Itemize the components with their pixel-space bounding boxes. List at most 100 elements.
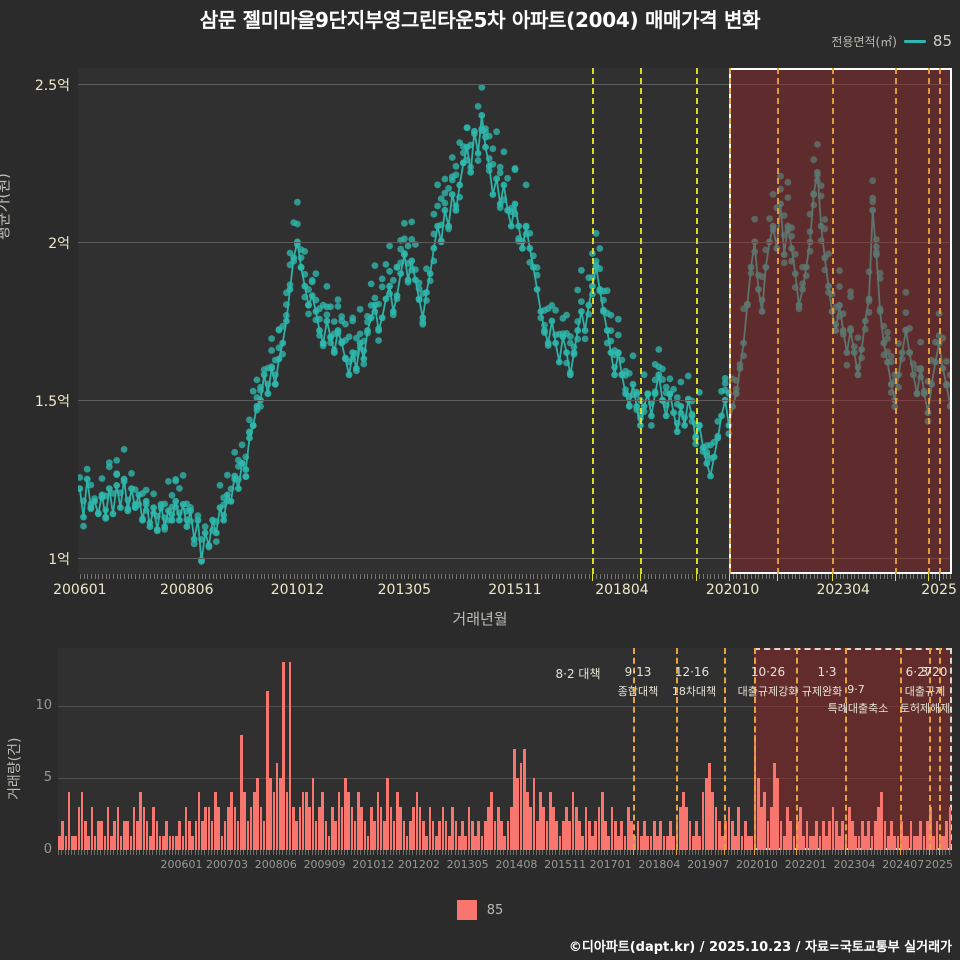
x-tick-mark [463,574,465,579]
x-tick-mark [659,850,661,855]
x-tick-mark [562,574,564,579]
x-tick-mark [212,574,214,579]
volume-bar [285,792,289,850]
x-tick-mark [386,850,388,855]
x-tick-mark [769,850,771,855]
volume-x-tick-label: 201907 [687,858,730,871]
volume-bar [246,821,250,850]
volume-bar [175,835,178,850]
volume-bar [243,792,246,850]
volume-bar [311,777,315,850]
volume-bar [704,777,708,850]
x-tick-mark [179,574,181,579]
x-tick-mark [714,850,716,855]
x-tick-mark [492,574,494,579]
x-tick-mark [246,850,248,855]
x-tick-mark [314,850,316,855]
volume-bar [565,806,568,850]
x-tick-mark [728,574,730,581]
x-tick-mark [419,574,421,579]
volume-bar [626,806,630,850]
x-tick-mark [817,574,819,579]
x-tick-mark [490,850,492,855]
x-tick-mark [939,574,941,581]
x-tick-mark [636,574,638,579]
volume-bar [630,821,633,850]
price-y-axis-label: 평균가(원) [0,173,12,240]
x-tick-mark [474,574,476,579]
x-tick-mark [639,850,641,855]
x-tick-mark [828,850,830,855]
x-tick-mark [618,574,620,579]
policy-annotation-label: 8·2 대책 [555,667,601,681]
x-tick-mark [802,574,804,579]
volume-bar [906,835,910,850]
x-tick-mark [330,574,332,579]
event-line [724,648,727,850]
x-tick-mark [532,850,534,855]
x-tick-mark [592,574,594,581]
x-tick-mark [312,574,314,579]
x-tick-mark [643,850,645,855]
volume-bar [389,806,393,850]
x-tick-mark [267,574,269,579]
volume-bar [909,821,913,850]
x-tick-mark [565,850,567,855]
volume-bar [136,821,139,850]
volume-bar [448,835,451,850]
x-tick-mark [760,850,762,855]
x-tick-mark [861,574,863,579]
x-tick-mark [880,850,882,855]
x-tick-mark [623,850,625,855]
volume-bar [669,821,672,850]
x-tick-mark [756,850,758,855]
x-tick-mark [324,850,326,855]
volume-x-tick-label: 201305 [446,858,489,871]
x-tick-mark [828,574,830,579]
x-tick-mark [633,847,635,855]
volume-bar [496,806,500,850]
x-tick-mark [613,850,615,855]
volume-bar [392,821,396,850]
x-tick-mark [574,574,575,579]
x-tick-mark [721,574,723,579]
x-tick-mark [327,850,329,855]
x-tick-mark [607,850,609,855]
volume-bar [84,821,87,850]
volume-bar [256,777,259,850]
event-line [928,68,931,574]
x-tick-mark [165,850,167,855]
volume-bar [431,821,435,850]
policy-annotation-label: 9·7 [847,683,865,696]
x-tick-mark [197,850,199,855]
x-tick-mark [295,850,297,855]
x-tick-mark [533,574,535,579]
gridline [78,558,952,560]
volume-bar [535,821,539,850]
x-tick-mark [480,850,482,855]
x-tick-mark [236,850,238,855]
x-tick-mark [282,850,284,855]
volume-bar [350,806,354,850]
x-tick-mark [630,850,632,855]
volume-bar [233,806,237,850]
x-tick-mark [935,574,937,579]
volume-bar [620,821,624,850]
x-tick-mark [873,850,875,855]
x-tick-mark [703,574,705,579]
x-tick-mark [483,850,485,855]
x-tick-mark [451,850,453,855]
volume-bar [711,792,715,850]
volume-bar [490,792,493,850]
volume-bar [181,835,185,850]
x-tick-mark [669,850,671,855]
volume-bar [454,821,458,850]
x-tick-mark [555,850,557,855]
x-tick-mark [139,850,141,855]
x-tick-mark [942,574,944,579]
x-tick-mark [607,574,609,579]
volume-bar [396,792,399,850]
x-tick-mark [938,847,940,855]
x-tick-mark [318,850,320,855]
volume-bar [857,835,861,850]
